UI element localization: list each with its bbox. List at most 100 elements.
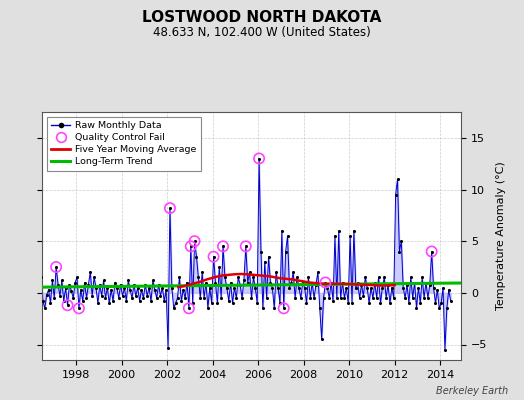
Point bbox=[155, 281, 163, 288]
Point bbox=[160, 298, 168, 304]
Point bbox=[435, 305, 443, 312]
Point bbox=[395, 248, 403, 255]
Point bbox=[183, 279, 191, 286]
Point bbox=[219, 243, 227, 250]
Point bbox=[287, 279, 296, 286]
Point bbox=[325, 295, 333, 301]
Point bbox=[181, 295, 189, 301]
Point bbox=[208, 300, 216, 306]
Point bbox=[192, 254, 201, 260]
Point bbox=[116, 281, 125, 288]
Point bbox=[196, 295, 204, 301]
Point bbox=[238, 295, 246, 301]
Point bbox=[135, 298, 144, 304]
Point bbox=[352, 284, 360, 291]
Point bbox=[73, 274, 81, 280]
Point bbox=[234, 274, 243, 280]
Point bbox=[92, 284, 100, 291]
Point bbox=[58, 277, 66, 284]
Point bbox=[239, 277, 248, 284]
Point bbox=[245, 269, 254, 275]
Point bbox=[389, 295, 398, 301]
Point bbox=[213, 300, 222, 306]
Point bbox=[171, 300, 180, 306]
Point bbox=[200, 295, 208, 301]
Point bbox=[61, 284, 70, 291]
Point bbox=[217, 295, 225, 301]
Point bbox=[257, 248, 265, 255]
Point bbox=[367, 284, 375, 291]
Point bbox=[35, 295, 43, 301]
Point bbox=[297, 295, 305, 301]
Point bbox=[363, 284, 372, 291]
Point bbox=[251, 284, 259, 291]
Point bbox=[304, 274, 312, 280]
Point bbox=[126, 286, 134, 293]
Point bbox=[268, 284, 277, 291]
Point bbox=[323, 284, 332, 291]
Point bbox=[149, 277, 157, 284]
Point bbox=[308, 279, 316, 286]
Point bbox=[166, 205, 174, 211]
Point bbox=[319, 295, 328, 301]
Point bbox=[260, 259, 269, 265]
Point bbox=[143, 293, 151, 299]
Point bbox=[210, 254, 218, 260]
Point bbox=[139, 295, 148, 301]
Point bbox=[429, 284, 438, 291]
Point bbox=[75, 305, 83, 312]
Point bbox=[355, 295, 364, 301]
Point bbox=[115, 295, 123, 301]
Point bbox=[223, 284, 231, 291]
Point bbox=[122, 298, 130, 304]
Point bbox=[354, 279, 362, 286]
Point bbox=[134, 284, 142, 291]
Point bbox=[433, 286, 442, 293]
Point bbox=[391, 192, 400, 198]
Point bbox=[63, 302, 72, 308]
Point bbox=[420, 295, 428, 301]
Point bbox=[340, 295, 348, 301]
Point bbox=[289, 269, 298, 275]
Text: LOSTWOOD NORTH DAKOTA: LOSTWOOD NORTH DAKOTA bbox=[143, 10, 381, 25]
Point bbox=[210, 254, 218, 260]
Point bbox=[357, 281, 366, 288]
Point bbox=[279, 305, 288, 312]
Point bbox=[219, 243, 227, 250]
Point bbox=[274, 284, 282, 291]
Point bbox=[109, 298, 117, 304]
Legend: Raw Monthly Data, Quality Control Fail, Five Year Moving Average, Long-Term Tren: Raw Monthly Data, Quality Control Fail, … bbox=[47, 117, 201, 171]
Point bbox=[42, 292, 51, 298]
Point bbox=[56, 293, 64, 299]
Point bbox=[374, 274, 383, 280]
Point bbox=[299, 279, 307, 286]
Point bbox=[156, 293, 165, 299]
Point bbox=[130, 281, 138, 288]
Point bbox=[336, 295, 345, 301]
Point bbox=[80, 279, 89, 286]
Point bbox=[168, 284, 176, 291]
Point bbox=[361, 274, 369, 280]
Point bbox=[242, 243, 250, 250]
Point bbox=[187, 243, 195, 250]
Point bbox=[446, 298, 455, 304]
Point bbox=[65, 281, 73, 288]
Point bbox=[346, 233, 354, 239]
Point bbox=[194, 274, 203, 280]
Point bbox=[211, 279, 220, 286]
Point bbox=[179, 286, 188, 293]
Point bbox=[230, 284, 238, 291]
Point bbox=[334, 228, 343, 234]
Point bbox=[48, 277, 57, 284]
Point bbox=[414, 284, 422, 291]
Point bbox=[439, 284, 447, 291]
Point bbox=[244, 279, 252, 286]
Point bbox=[63, 302, 72, 308]
Point bbox=[266, 279, 275, 286]
Text: Berkeley Earth: Berkeley Earth bbox=[436, 386, 508, 396]
Point bbox=[105, 300, 113, 306]
Point bbox=[50, 295, 59, 301]
Point bbox=[77, 286, 85, 293]
Point bbox=[373, 295, 381, 301]
Point bbox=[101, 295, 110, 301]
